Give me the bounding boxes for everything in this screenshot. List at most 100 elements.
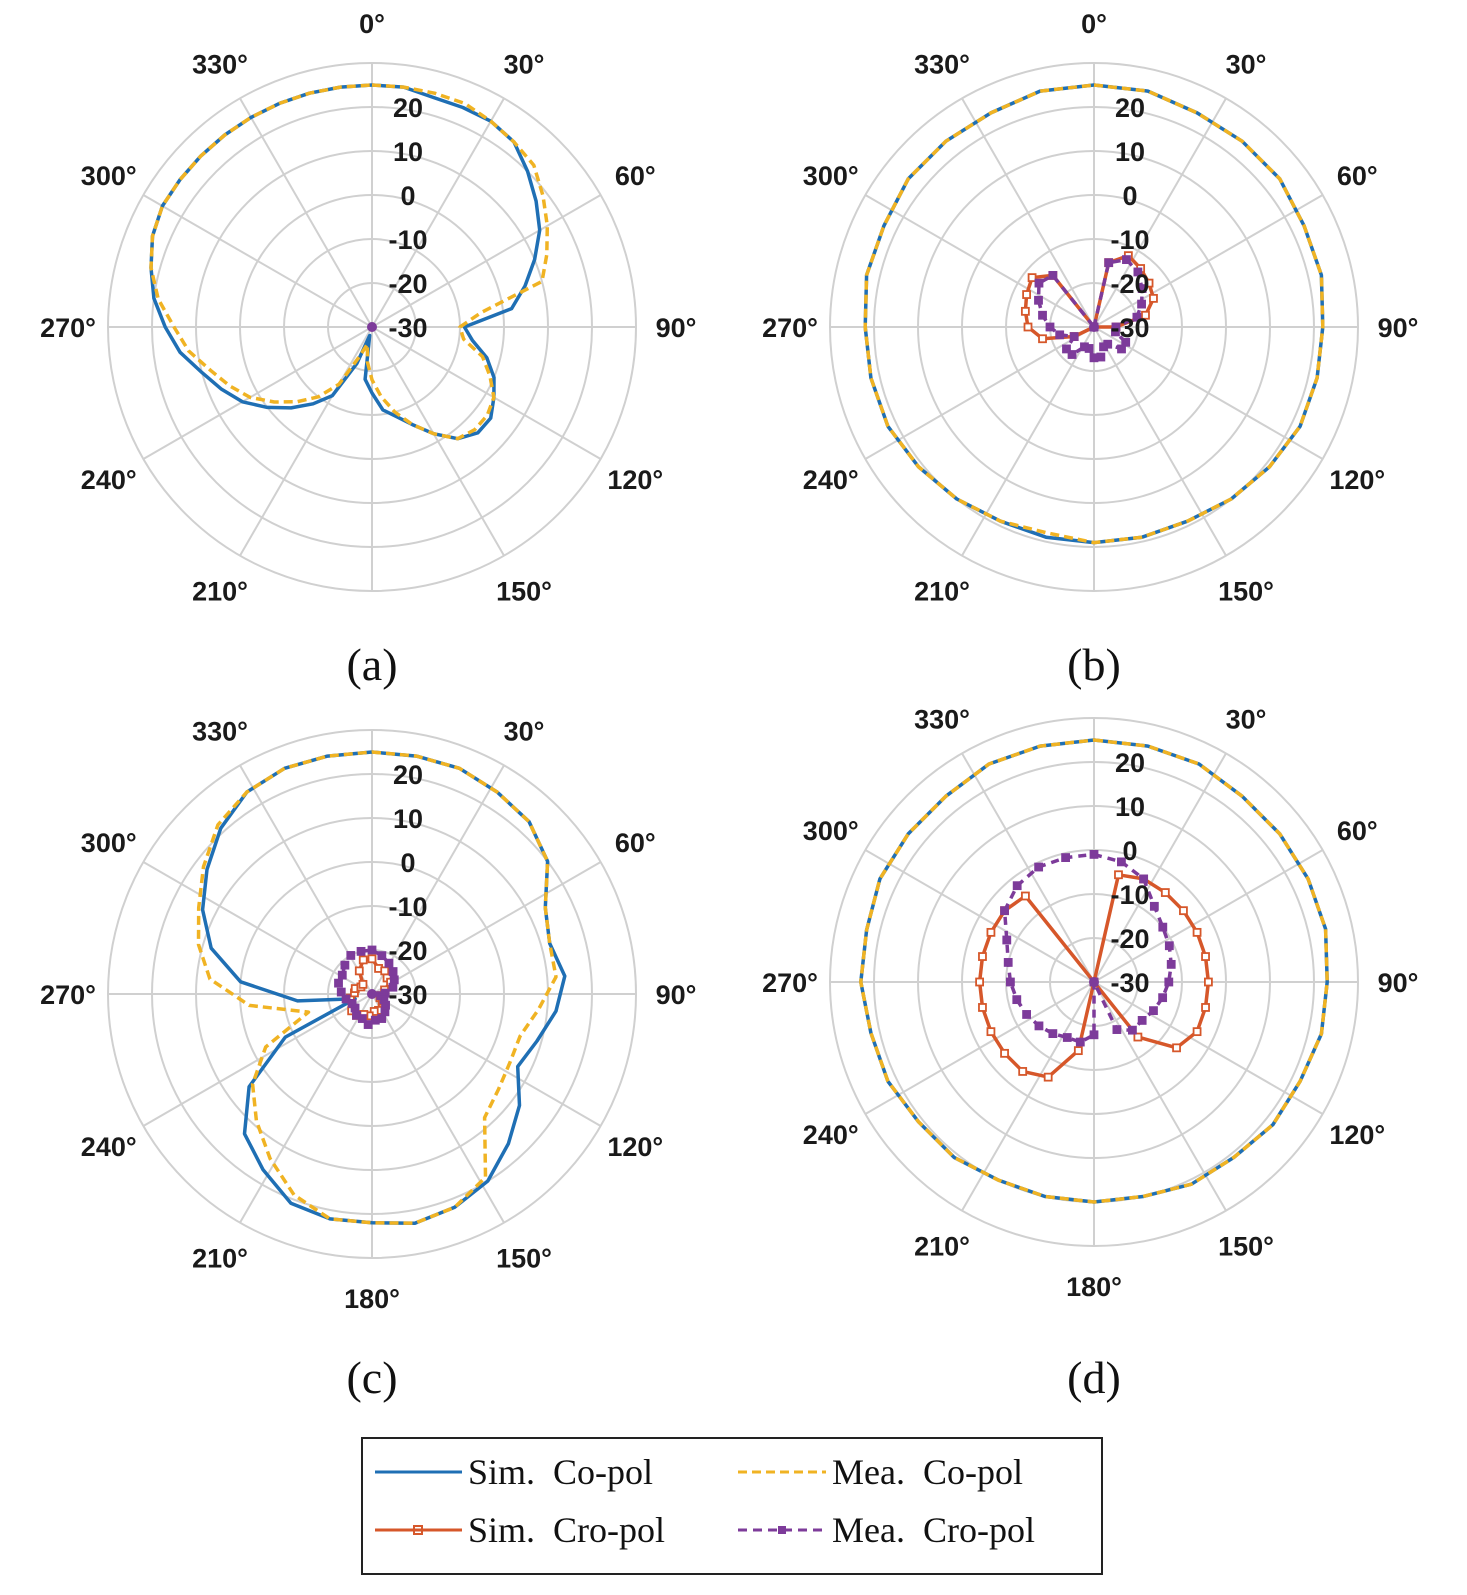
series-sim-cro-marker: [986, 1027, 996, 1037]
series-sim-cro-marker: [1192, 927, 1202, 937]
angle-tick-label: 210°: [914, 1231, 970, 1261]
series-mea-cro-marker: [1055, 330, 1065, 340]
series-mea-cro-marker: [1164, 977, 1174, 987]
series-mea-cro-marker: [1034, 278, 1044, 288]
angle-tick-label: 60°: [615, 828, 656, 858]
grid-spoke: [239, 326, 373, 557]
angle-tick-label: 300°: [81, 161, 137, 191]
series-mea-cro-marker: [1034, 862, 1044, 872]
series-sim-cro-marker: [1133, 1032, 1143, 1042]
grid-spoke: [142, 194, 373, 328]
series-mea-cro-marker: [337, 970, 347, 980]
legend-marker-sim-cro: [413, 1525, 423, 1535]
series-sim-cro-marker: [380, 966, 390, 976]
series-mea-co-line: [859, 738, 1329, 1204]
series-mea-cro-marker: [1117, 857, 1126, 867]
angle-tick-label: 120°: [607, 1132, 663, 1162]
series-sim-cro-marker: [1172, 1043, 1181, 1053]
legend-label-mea-co: Mea. Co-pol: [832, 1452, 1023, 1492]
grid-spoke: [961, 326, 1095, 557]
series-mea-cro-marker: [1000, 906, 1009, 916]
series-sim-cro-marker: [1144, 278, 1154, 288]
grid-spoke: [142, 326, 373, 460]
grid-spoke: [1093, 981, 1227, 1212]
angle-tick-label: 90°: [656, 313, 697, 343]
series-mea-cro-marker: [1067, 350, 1077, 359]
angle-tick-label: 60°: [1337, 161, 1378, 191]
series-sim-cro-marker: [1027, 273, 1037, 283]
series-mea-cro-marker: [1128, 1025, 1137, 1035]
radial-tick-label: -20: [1110, 269, 1149, 299]
subfigure-caption: (c): [346, 1352, 397, 1403]
series-mea-cro-marker: [370, 1015, 380, 1025]
series-mea-cro-marker: [1034, 1021, 1044, 1031]
radial-tick-label: -10: [1110, 880, 1149, 910]
legend-label-sim-co: Sim. Co-pol: [468, 1452, 653, 1492]
center-point: [367, 322, 377, 332]
grid-spoke: [142, 993, 373, 1127]
series-mea-cro-marker: [1158, 922, 1168, 932]
grid-spoke: [1093, 849, 1324, 983]
series-mea-cro-marker: [388, 967, 398, 976]
angle-tick-label: 300°: [81, 828, 137, 858]
series-mea-cro-marker: [1034, 295, 1043, 305]
center-point: [1089, 322, 1099, 332]
series-mea-cro-marker: [1104, 258, 1114, 268]
radial-tick-label: -30: [1110, 313, 1149, 343]
radial-tick-label: 20: [1115, 748, 1145, 778]
angle-tick-label: 0°: [359, 9, 385, 39]
series-mea-cro-marker: [1137, 284, 1147, 293]
grid-spoke: [371, 326, 505, 557]
legend-marker-mea-cro: [778, 1526, 786, 1534]
center-point: [1089, 977, 1099, 987]
grid-spoke: [864, 326, 1095, 460]
series-mea-cro-marker: [1133, 267, 1143, 277]
radial-tick-label: -10: [1110, 225, 1149, 255]
grid-spoke: [371, 861, 602, 995]
grid-spoke: [371, 993, 505, 1224]
angle-tick-label: 30°: [1226, 50, 1267, 80]
angle-tick-label: 270°: [40, 313, 96, 343]
radial-tick-label: -20: [1110, 924, 1149, 954]
series-sim-cro-marker: [1073, 1046, 1083, 1056]
series-mea-cro-marker: [1111, 327, 1120, 337]
angle-tick-label: 210°: [192, 576, 248, 606]
series-mea-cro-marker: [1137, 299, 1146, 309]
series-mea-cro-marker: [377, 951, 387, 961]
radial-tick-label: -30: [388, 980, 427, 1010]
radial-tick-label: -30: [388, 313, 427, 343]
legend-label-mea-cro: Mea. Cro-pol: [832, 1510, 1035, 1550]
radial-tick-label: -20: [388, 936, 427, 966]
series-mea-cro-marker: [363, 1020, 373, 1029]
radial-tick-label: 20: [393, 93, 423, 123]
series-sim-cro-marker: [1201, 952, 1210, 961]
radial-tick-label: -30: [1110, 968, 1149, 998]
series-mea-cro-marker: [1089, 850, 1099, 859]
angle-tick-label: 150°: [1218, 1231, 1274, 1261]
grid-spoke: [864, 849, 1095, 983]
grid-spoke: [1093, 326, 1324, 460]
series-mea-cro-marker: [1062, 1033, 1072, 1042]
radial-tick-label: 20: [1115, 93, 1145, 123]
subfigure-caption: (a): [346, 639, 397, 690]
series-sim-cro-marker: [1018, 1067, 1028, 1076]
series-sim-cro-marker: [978, 952, 987, 961]
series-sim-cro-marker: [1021, 891, 1030, 901]
series-mea-cro-marker: [384, 958, 394, 968]
grid-spoke: [864, 194, 1095, 328]
series-mea-cro-marker: [1038, 310, 1047, 320]
angle-tick-label: 240°: [803, 465, 859, 495]
angle-tick-label: 120°: [1329, 1120, 1385, 1150]
series-sim-cro-marker: [1141, 310, 1150, 320]
polar-chart-3: 30° 60° 90° 120° 150° 180° 210° 240° 270° 300° 330…: [40, 717, 696, 1403]
series-mea-co-line: [149, 83, 550, 441]
series-mea-co-line: [196, 750, 558, 1225]
series-sim-cro-marker: [354, 966, 364, 976]
series-mea-cro-marker: [1117, 344, 1126, 354]
series-sim-cro-marker: [1000, 1048, 1009, 1058]
grid-spoke: [1093, 326, 1227, 557]
radial-tick-label: 10: [1115, 792, 1145, 822]
series-mea-cro-marker: [352, 1010, 361, 1020]
series-sim-cro-marker: [1043, 1072, 1053, 1082]
radial-tick-label: -10: [388, 225, 427, 255]
